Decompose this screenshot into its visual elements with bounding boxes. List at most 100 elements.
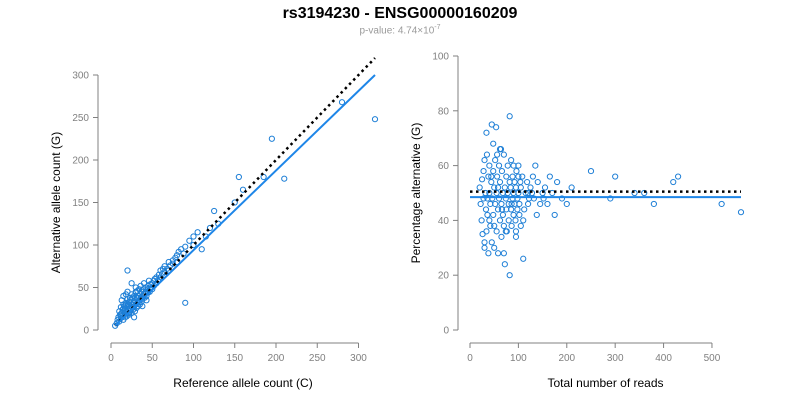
data-point — [491, 244, 498, 251]
data-point — [494, 250, 502, 257]
data-point — [498, 206, 506, 213]
data-point — [494, 151, 501, 158]
data-point — [488, 178, 495, 186]
data-point — [281, 175, 288, 182]
data-point — [490, 211, 497, 219]
y-tick-label: 80 — [438, 106, 450, 117]
data-point — [491, 222, 498, 229]
y-tick-label: 200 — [72, 156, 89, 167]
data-point — [484, 211, 491, 219]
data-point — [483, 129, 490, 136]
data-point — [529, 173, 537, 180]
y-tick-label: 100 — [432, 52, 449, 63]
data-point — [481, 157, 488, 164]
data-point — [512, 217, 519, 224]
data-point — [496, 146, 504, 153]
data-point — [500, 250, 507, 257]
data-point — [206, 224, 214, 232]
data-point — [513, 167, 520, 175]
data-point — [338, 99, 346, 106]
data-point — [480, 195, 487, 202]
data-point — [131, 308, 139, 315]
data-point — [485, 173, 492, 180]
x-tick-label: 500 — [704, 353, 721, 364]
data-point — [498, 233, 505, 240]
y-tick-label: 300 — [72, 71, 89, 82]
data-point — [533, 211, 540, 219]
data-point — [496, 178, 504, 186]
y-tick-label: 100 — [72, 241, 89, 252]
data-point — [481, 239, 488, 246]
x-tick-label: 100 — [510, 353, 527, 364]
x-tick-label: 100 — [185, 353, 202, 364]
data-point — [496, 217, 504, 224]
scatter-panel-percentage: 0 100 200 300 400 500 0 20 40 60 80 100 Total number… — [409, 52, 745, 390]
data-point — [483, 228, 490, 235]
data-point — [231, 199, 238, 206]
data-point — [477, 200, 484, 208]
x-tick-label: 200 — [268, 353, 285, 364]
data-point — [478, 217, 485, 224]
data-point — [488, 239, 495, 246]
data-point — [524, 200, 532, 208]
data-point — [509, 173, 516, 180]
y-axis-label: Alternative allele count (G) — [49, 132, 63, 273]
data-point — [143, 297, 150, 304]
data-point — [488, 173, 495, 180]
data-point — [143, 292, 150, 300]
data-point — [501, 184, 508, 191]
data-point — [198, 246, 205, 253]
y-tick-label: 250 — [72, 113, 89, 124]
data-point — [549, 189, 556, 197]
data-point — [537, 200, 544, 208]
x-tick-label: 50 — [147, 353, 159, 364]
data-point — [517, 184, 524, 191]
data-point — [540, 195, 547, 202]
data-point — [482, 189, 489, 197]
data-point — [516, 200, 523, 208]
data-point — [182, 243, 189, 250]
x-tick-label: 250 — [309, 353, 326, 364]
x-tick-label: 200 — [558, 353, 575, 364]
data-point — [482, 206, 490, 213]
x-tick-label: 300 — [350, 353, 367, 364]
x-axis-label: Total number of reads — [547, 376, 663, 390]
data-point — [511, 178, 518, 186]
data-point — [173, 258, 181, 266]
y-tick-label: 50 — [78, 283, 90, 294]
data-point — [737, 209, 745, 216]
x-tick-label: 0 — [108, 353, 114, 364]
data-point — [493, 228, 500, 235]
data-point — [499, 211, 507, 219]
data-point — [534, 178, 541, 186]
data-point — [173, 252, 181, 259]
data-point — [674, 173, 682, 180]
data-point — [486, 217, 493, 224]
chart-subtitle: p-value: 4.74×10-7 — [0, 24, 800, 36]
p-value-exponent: -7 — [434, 24, 441, 31]
data-point — [505, 217, 512, 224]
data-point — [492, 200, 499, 208]
data-point — [190, 233, 197, 240]
data-point — [512, 228, 520, 235]
data-point — [490, 140, 497, 147]
data-point — [128, 280, 135, 287]
data-point — [530, 195, 537, 202]
data-point — [508, 157, 515, 164]
data-point — [650, 200, 657, 208]
data-point — [476, 184, 483, 191]
data-point — [515, 173, 522, 180]
data-point — [541, 184, 549, 191]
data-point — [506, 113, 513, 120]
x-tick-label: 400 — [655, 353, 672, 364]
data-point — [371, 116, 379, 123]
data-point — [517, 222, 524, 229]
data-point — [498, 167, 506, 175]
data-point — [194, 229, 201, 236]
data-point — [494, 173, 501, 180]
data-point — [190, 241, 197, 249]
data-point — [268, 135, 275, 142]
data-point — [480, 167, 487, 175]
y-tick-label: 40 — [438, 216, 450, 227]
fit-line — [114, 74, 376, 327]
